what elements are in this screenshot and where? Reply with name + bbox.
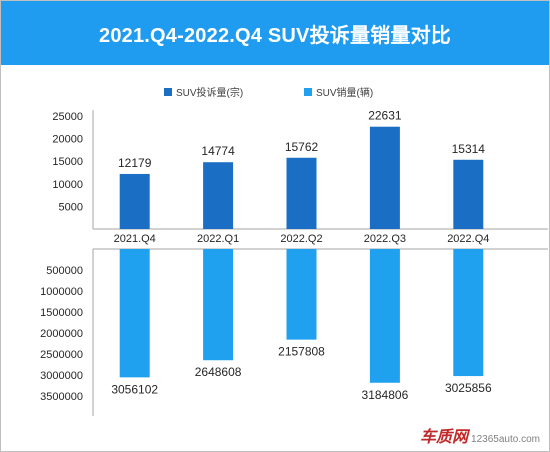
sales-data-label: 2648608 [195, 365, 242, 379]
category-label: 2022.Q3 [364, 233, 406, 245]
complaints-bar [119, 173, 150, 229]
complaints-bar [453, 159, 484, 229]
bottom-axis-tick-label: 500000 [46, 265, 83, 277]
chart-title: 2021.Q4-2022.Q4 SUV投诉量销量对比 [99, 24, 451, 47]
complaints-data-label: 15762 [285, 140, 319, 154]
legend-label-sales: SUV销量(辆) [316, 86, 373, 99]
sales-data-label: 3025856 [445, 381, 492, 395]
legend-swatch-complaints [164, 88, 172, 96]
category-label: 2022.Q1 [197, 233, 239, 245]
sales-bar [369, 249, 400, 383]
sales-data-label: 2157808 [278, 345, 325, 359]
watermark-brand: 车质网 [420, 429, 469, 446]
top-axis-tick-label: 25000 [52, 111, 83, 123]
complaints-data-label: 14774 [201, 144, 235, 158]
bottom-axis-tick-label: 1500000 [40, 307, 83, 319]
sales-data-label: 3184806 [362, 388, 409, 402]
complaints-data-label: 22631 [368, 109, 402, 123]
top-axis-tick-label: 10000 [52, 179, 83, 191]
top-axis-tick-label: 15000 [52, 156, 83, 168]
sales-bar [203, 249, 234, 361]
bottom-axis-tick-label: 2000000 [40, 328, 83, 340]
top-axis-tick-label: 20000 [52, 134, 83, 146]
dual-bar-chart: SUV投诉量(宗) SUV销量(辆) 25000 20000 15000 10000 500… [40, 86, 548, 416]
sales-data-label: 3056102 [111, 382, 158, 396]
bottom-axis-tick-label: 1000000 [40, 286, 83, 298]
sales-bar [286, 249, 317, 340]
watermark: 车质网 12365auto.com [420, 423, 540, 447]
legend-swatch-sales [304, 88, 312, 96]
complaints-data-label: 12179 [118, 156, 152, 170]
category-label: 2022.Q4 [447, 233, 489, 245]
sales-bar [119, 249, 150, 378]
bottom-axis-tick-label: 2500000 [40, 349, 83, 361]
category-label: 2022.Q2 [280, 233, 322, 245]
complaints-bar [286, 157, 317, 229]
bottom-axis-tick-label: 3500000 [40, 391, 83, 403]
watermark-site: 12365auto.com [471, 434, 540, 445]
category-label: 2021.Q4 [114, 233, 156, 245]
bottom-axis-tick-label: 3000000 [40, 370, 83, 382]
top-axis-tick-label: 5000 [59, 201, 83, 213]
complaints-bar [203, 162, 234, 229]
title-banner: 2021.Q4-2022.Q4 SUV投诉量销量对比 [1, 1, 549, 65]
complaints-bar [369, 126, 400, 229]
complaints-data-label: 15314 [452, 142, 486, 156]
legend-label-complaints: SUV投诉量(宗) [176, 86, 243, 99]
sales-bar [453, 249, 484, 377]
